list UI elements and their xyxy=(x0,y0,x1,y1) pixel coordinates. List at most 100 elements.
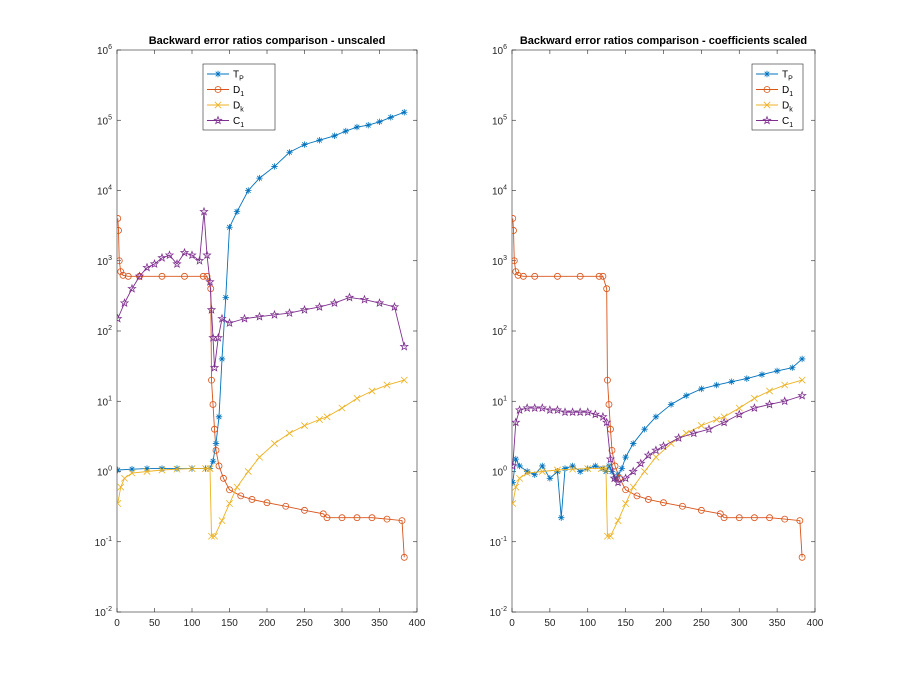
legend-entry-tp: TP xyxy=(782,70,793,83)
series-d1-point xyxy=(622,486,630,494)
series-tp-point xyxy=(245,187,252,194)
series-d1-point xyxy=(576,272,584,280)
legend-entry-c1: C1 xyxy=(782,116,793,129)
series-c1-point xyxy=(514,405,525,415)
series-c1-point xyxy=(575,407,585,417)
series-d1-point xyxy=(119,271,127,279)
series-tp-point xyxy=(683,392,690,399)
x-tick-label: 350 xyxy=(769,618,786,629)
series-dk-point xyxy=(316,416,323,423)
y-tick-label: 101 xyxy=(97,395,112,408)
series-d1-point xyxy=(353,514,361,522)
series-dk-point xyxy=(173,465,181,473)
legend-swatch-marker xyxy=(763,86,771,93)
x-tick-label: 0 xyxy=(114,618,120,629)
series-dk-point xyxy=(206,465,214,473)
series-d1-point xyxy=(220,474,227,482)
series-c1-point xyxy=(127,283,137,293)
series-tp-point xyxy=(331,132,338,140)
y-tick-label: 103 xyxy=(97,255,112,268)
series-d1-point xyxy=(398,517,406,525)
series-dk-point xyxy=(523,469,531,477)
series-tp-point xyxy=(773,367,781,375)
series-dk-point xyxy=(188,465,196,473)
y-tick-label: 100 xyxy=(97,466,112,479)
series-c1-point xyxy=(199,206,209,216)
series-d1-point xyxy=(796,517,804,525)
series-c1-point xyxy=(590,409,601,419)
series-c1-point xyxy=(643,450,654,460)
x-tick-label: 200 xyxy=(259,618,276,629)
series-d1-point xyxy=(323,514,331,522)
y-tick-label: 103 xyxy=(492,255,507,268)
series-dk-point xyxy=(538,468,546,475)
series-c1-point xyxy=(194,255,205,265)
x-tick-label: 150 xyxy=(617,618,634,629)
series-c1-point xyxy=(764,399,775,409)
series-dk-point xyxy=(606,532,614,540)
series-tp-point xyxy=(728,378,735,385)
series-c1-point xyxy=(605,454,616,464)
series-dk-point xyxy=(233,483,241,491)
series-c1-point xyxy=(552,405,563,415)
series-c1-point xyxy=(187,250,197,260)
series-c1-point xyxy=(673,433,684,442)
series-dk-point xyxy=(641,468,649,475)
series-d1-point xyxy=(519,272,527,280)
series-c1-point xyxy=(399,341,409,351)
y-tick-label: 104 xyxy=(492,185,507,198)
series-c1-point xyxy=(583,407,593,417)
series-c1-point xyxy=(620,473,631,483)
series-d1-point xyxy=(117,268,125,276)
series-c1-point xyxy=(374,298,385,308)
legend-swatch-marker xyxy=(214,86,222,93)
series-dk-point xyxy=(720,413,728,421)
series-c1-line xyxy=(117,211,405,368)
series-tp-point xyxy=(353,123,361,131)
series-tp-point xyxy=(798,355,806,363)
series-tp-point xyxy=(630,440,637,447)
series-c1-point xyxy=(217,313,227,323)
series-d1-point xyxy=(514,271,522,279)
series-d1-point xyxy=(599,272,607,280)
series-tp-point xyxy=(576,468,584,475)
series-d1-point xyxy=(248,496,256,503)
series-d1-point xyxy=(781,515,789,523)
series-tp-point xyxy=(212,440,220,447)
legend-entry-d1: D1 xyxy=(233,85,244,98)
series-d1-point xyxy=(263,499,271,507)
series-tp-point xyxy=(218,355,226,363)
series-d1-point xyxy=(301,506,308,514)
series-dk-point xyxy=(750,394,758,402)
series-d1-point xyxy=(212,446,220,454)
series-dk-point xyxy=(208,532,215,540)
series-c1-point xyxy=(797,390,807,400)
series-tp-point xyxy=(667,401,675,408)
series-tp-point xyxy=(611,475,619,482)
legend: TP D1 Dk C1 xyxy=(202,63,276,131)
series-tp-point xyxy=(758,371,766,378)
plot-area xyxy=(117,109,409,561)
series-dk-point xyxy=(368,387,376,395)
x-tick-label: 150 xyxy=(221,618,238,629)
chart-title: Backward error ratios comparison - coeff… xyxy=(520,35,807,47)
legend-swatch-marker xyxy=(214,101,222,109)
series-c1-point xyxy=(658,441,669,451)
x-tick-label: 50 xyxy=(544,618,556,629)
series-dk-point xyxy=(652,453,660,461)
series-dk-point xyxy=(286,429,293,437)
series-c1-point xyxy=(636,458,646,468)
axes-box xyxy=(511,49,816,613)
series-c1-point xyxy=(142,262,152,272)
series-dk-point xyxy=(766,387,774,395)
series-dk-point xyxy=(798,376,806,384)
series-dk-point xyxy=(713,416,721,423)
series-tp-point xyxy=(569,462,576,470)
series-c1-point xyxy=(157,252,167,262)
series-d1-point xyxy=(124,272,132,280)
plot-area xyxy=(512,215,807,561)
series-c1-point xyxy=(254,311,265,321)
series-tp-point xyxy=(512,479,516,486)
series-c1-point xyxy=(239,313,250,323)
series-dk-point xyxy=(226,500,233,508)
